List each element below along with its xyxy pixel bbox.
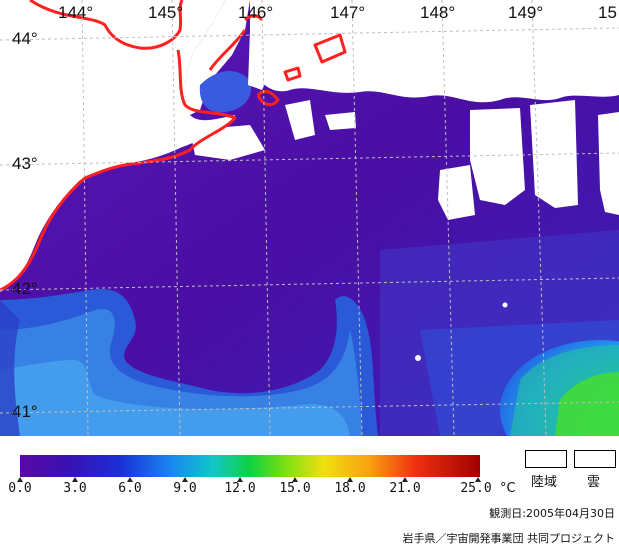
nemuro-strait-water <box>199 70 252 113</box>
scale-label-21: 21.0 <box>389 481 421 496</box>
longitude-label-144: 144° <box>58 3 94 22</box>
latitude-label-41: 41° <box>12 402 38 421</box>
cloud-small-2 <box>325 112 356 130</box>
cloud-dot-1 <box>415 355 421 361</box>
scale-label-15: 15.0 <box>279 481 311 496</box>
scale-label-3: 3.0 <box>63 481 87 496</box>
scale-label-0: 0.0 <box>8 481 32 496</box>
longitude-label-149: 149° <box>508 3 544 22</box>
land-swatch <box>525 450 567 468</box>
warm-water-center <box>555 372 619 436</box>
cloud-dot-2 <box>502 302 508 308</box>
scale-label-12: 12.0 <box>224 481 256 496</box>
scale-tick-15 <box>292 477 298 482</box>
nearshore-water <box>0 300 20 436</box>
scale-tick-25 <box>475 477 481 482</box>
longitude-label-148: 148° <box>420 3 456 22</box>
temperature-unit: °C <box>500 481 516 496</box>
cloud-east-1 <box>470 108 525 205</box>
latitude-label-42: 42° <box>12 279 38 298</box>
scale-label-6: 6.0 <box>118 481 142 496</box>
sea-surface-temperature-map <box>0 0 619 436</box>
coastline <box>0 0 347 292</box>
land-hokkaido <box>0 0 235 292</box>
scale-label-18: 18.0 <box>334 481 366 496</box>
land-label: 陸域 <box>531 475 558 490</box>
scale-tick-0 <box>17 477 23 482</box>
scale-tick-18 <box>347 477 353 482</box>
scale-tick-12 <box>237 477 243 482</box>
island-kunashir <box>248 25 275 90</box>
cloud-east-4 <box>598 112 619 215</box>
latitude-label-44: 44° <box>12 29 38 48</box>
temperature-color-scale <box>20 455 480 477</box>
cloud-swatch <box>574 450 616 468</box>
latitude-label-43: 43° <box>12 154 38 173</box>
longitude-label-146: 146° <box>238 3 274 22</box>
scale-tick-6 <box>127 477 133 482</box>
observation-date: 観測日:2005年04月30日 <box>489 507 615 520</box>
longitude-label-145: 145° <box>148 3 184 22</box>
scale-label-25: 25.0 <box>460 481 492 496</box>
credit-text: 岩手県／宇宙開発事業団 共同プロジェクト <box>402 532 616 545</box>
scale-tick-21 <box>402 477 408 482</box>
graticule <box>0 0 619 436</box>
longitude-label-147: 147° <box>330 3 366 22</box>
longitude-label-150: 15 <box>598 3 617 22</box>
scale-label-9: 9.0 <box>173 481 197 496</box>
cloud-mid-1 <box>285 100 315 140</box>
scale-tick-9 <box>182 477 188 482</box>
cloud-label: 雲 <box>587 475 601 490</box>
scale-tick-3 <box>72 477 78 482</box>
